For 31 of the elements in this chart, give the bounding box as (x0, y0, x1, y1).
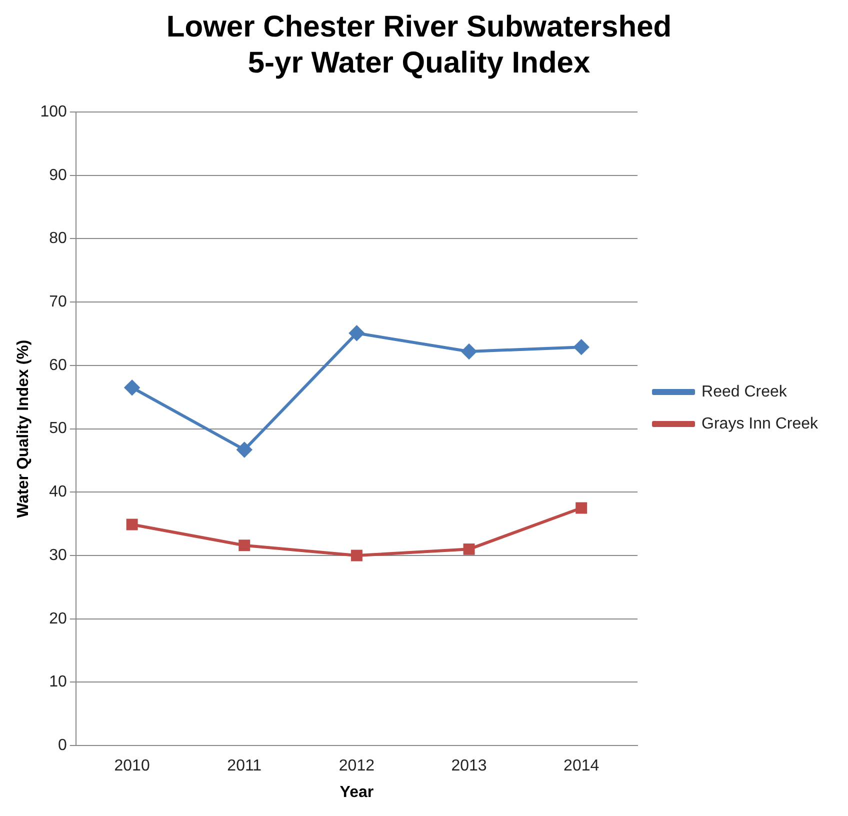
y-tick-label: 40 (49, 484, 67, 501)
y-tick-label: 20 (49, 610, 67, 628)
y-tick-label: 30 (49, 546, 67, 564)
y-tick-label: 80 (49, 230, 67, 248)
point (463, 543, 475, 555)
point (350, 550, 362, 562)
point (576, 502, 588, 514)
y-tick-label: 60 (49, 356, 67, 374)
y-tick-label: 70 (49, 293, 67, 310)
point (462, 344, 477, 359)
point (236, 442, 252, 458)
x-tick-label: 2013 (451, 758, 487, 775)
y-tick-label: 50 (49, 420, 67, 438)
point (574, 340, 589, 355)
y-axis-title: Water Quality Index (%) (15, 340, 32, 518)
point (238, 540, 250, 552)
legend-label: Grays Inn Creek (702, 415, 819, 432)
x-axis-title: Year (340, 784, 374, 801)
x-tick-label: 2011 (227, 758, 262, 775)
y-tick-label: 10 (49, 674, 67, 691)
x-tick-label: 2010 (114, 758, 150, 775)
y-tick-label: 90 (49, 166, 67, 184)
legend-label: Reed Creek (702, 383, 788, 400)
point (124, 380, 140, 396)
y-tick-label: 100 (40, 103, 67, 120)
x-tick-label: 2012 (338, 758, 375, 775)
chart-title: Lower Chester River Subwatershed 5-yr Water Quality Index (166, 10, 672, 80)
x-tick-label: 2014 (564, 758, 600, 775)
y-tick-label: 0 (58, 737, 67, 754)
point (126, 518, 138, 530)
point (349, 326, 364, 341)
